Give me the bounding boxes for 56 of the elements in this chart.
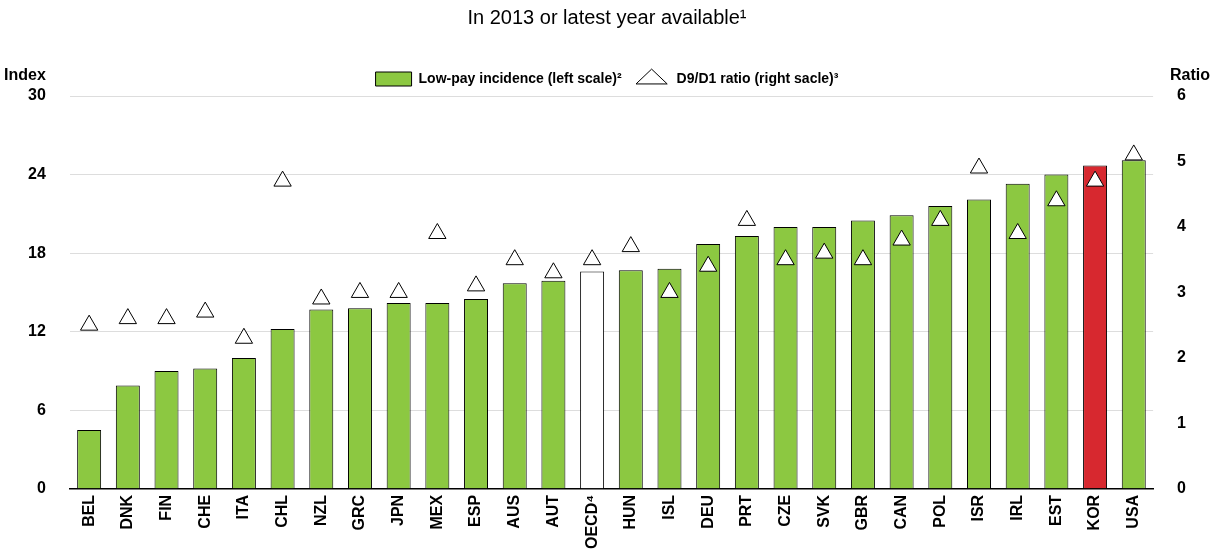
point [1008,223,1027,239]
y2-tick-label: 3 [1177,282,1187,300]
x-tick-label: FIN [156,494,174,521]
x-tick-label: KOR [1085,494,1103,531]
point [660,281,679,298]
y-tick-label: 0 [36,479,46,497]
x-tick-label: MEX [427,494,445,530]
x-tick-label: HUN [621,494,639,530]
x-tick-label: DEU [698,494,716,529]
x-tick-label: PRT [737,494,755,527]
y-axis-title: Index [4,66,46,84]
legend-label: D9/D1 ratio (right sacle)³ [676,69,839,86]
x-tick-label: AUT [543,494,561,528]
y2-tick-label: 5 [1177,151,1187,169]
point [1047,190,1066,207]
legend-label: Low-pay incidence (left scale)² [418,69,622,86]
x-tick-label: USA [1124,494,1142,529]
x-tick-label: CHE [195,494,213,529]
point [815,242,834,259]
x-tick-label: SVK [814,494,832,528]
point [699,255,718,272]
x-tick-label: DNK [118,494,136,530]
x-tick-label: POL [930,494,948,528]
y-tick-label: 6 [36,400,46,418]
y2-tick-label: 2 [1177,348,1187,366]
point [853,249,873,266]
y-tick-label: 30 [28,86,46,104]
chart-title: In 2013 or latest year available¹ [467,5,747,28]
y-tick-label: 18 [28,243,46,261]
x-tick-label: ISR [969,494,987,522]
x-tick-label: ISL [659,494,677,520]
x-tick-label: EST [1046,494,1064,526]
point [931,209,950,226]
y-tick-label: 12 [28,322,46,340]
x-tick-label: ITA [234,494,252,520]
y2-tick-label: 1 [1177,413,1187,431]
y2-tick-label: 4 [1177,217,1187,235]
x-tick-label: OECD⁴ [582,494,600,549]
x-tick-label: CAN [892,494,910,530]
point [1085,170,1105,187]
x-tick-label: NZL [311,494,329,526]
y-tick-label: 24 [28,164,46,182]
point [776,249,795,266]
y2-tick-label: 6 [1177,86,1187,104]
point [892,229,911,246]
y2-axis-title: Ratio [1170,66,1211,84]
x-tick-label: ESP [466,494,484,527]
x-tick-label: GBR [853,494,871,531]
x-tick-label: JPN [389,494,407,526]
y2-tick-label: 0 [1177,479,1187,497]
x-tick-label: GRC [350,494,368,531]
x-tick-label: AUS [505,494,523,529]
x-tick-label: BEL [79,494,97,527]
x-tick-label: CHL [273,494,290,528]
x-tick-label: CZE [775,494,793,527]
x-tick-label: IRL [1008,494,1026,521]
